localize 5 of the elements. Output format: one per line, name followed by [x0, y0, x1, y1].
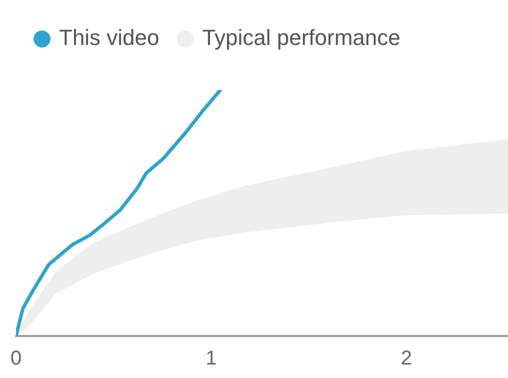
legend-label: Typical performance: [202, 25, 400, 50]
x-tick-label: 2: [400, 348, 412, 370]
x-tick-label: 0: [10, 348, 22, 370]
x-tick-label: 1: [206, 348, 217, 370]
legend-label: This video: [59, 25, 160, 50]
